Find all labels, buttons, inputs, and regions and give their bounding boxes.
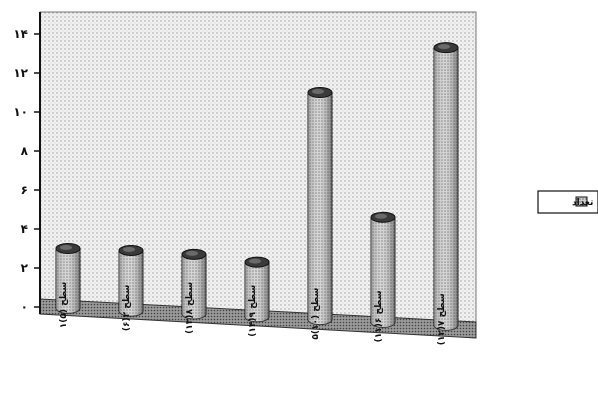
y-tick-label: ۸	[21, 144, 29, 158]
legend-label: تعداد	[572, 198, 593, 208]
y-tick-label: ۱۲	[13, 66, 28, 80]
category-labels: سطح (۵)۱ سطح ۲(۶) سطح ۸(۱۳) سطح ۹(۱۴) سطح (۱…	[59, 282, 447, 346]
bar-shading	[308, 92, 332, 325]
bar-top-highlight	[186, 250, 198, 256]
y-tick-label: ۰	[21, 300, 28, 314]
bar-top-highlight	[312, 89, 324, 94]
bar-shading	[119, 250, 143, 317]
bar-top-highlight	[249, 258, 261, 264]
bar-top-highlight	[375, 213, 387, 219]
legend: تعداد	[537, 190, 598, 214]
bar-top-highlight	[60, 245, 72, 250]
category-label: سطح ۷(۱۲)	[437, 293, 447, 345]
bar-top-highlight	[123, 246, 135, 252]
legend-swatch	[575, 196, 588, 207]
category-label: سطح (۵)۱	[59, 282, 69, 329]
bar-shading	[182, 254, 206, 319]
category-label: سطح ۶(۱۱)	[374, 290, 384, 342]
bar-shading	[56, 248, 80, 314]
category-label: سطح ۸(۱۳)	[185, 282, 195, 334]
bar	[118, 244, 144, 317]
bar	[244, 256, 270, 323]
bar-shading	[371, 217, 395, 328]
y-tick-label: ۲	[21, 261, 29, 275]
bar-top-highlight	[438, 44, 450, 50]
bar	[55, 243, 81, 314]
bar	[181, 248, 207, 320]
y-axis-ticks: ۰ ۲ ۴ ۶ ۸ ۱۰ ۱۲ ۱۴	[13, 27, 40, 314]
bar	[307, 87, 333, 326]
category-label: سطح ۹(۱۴)	[248, 285, 258, 337]
category-label: سطح ۲(۶)	[122, 284, 132, 331]
y-tick-label: ۱۰	[13, 105, 28, 119]
y-tick-label: ۴	[21, 222, 28, 236]
bar-shading	[434, 47, 458, 331]
y-tick-label: ۶	[21, 183, 28, 197]
bar	[370, 211, 396, 328]
bar-shading	[245, 262, 269, 322]
bars-group	[55, 42, 459, 331]
y-tick-label: ۱۴	[13, 27, 28, 41]
category-label: سطح (۱۰)۵	[311, 287, 321, 339]
bar	[433, 42, 459, 331]
